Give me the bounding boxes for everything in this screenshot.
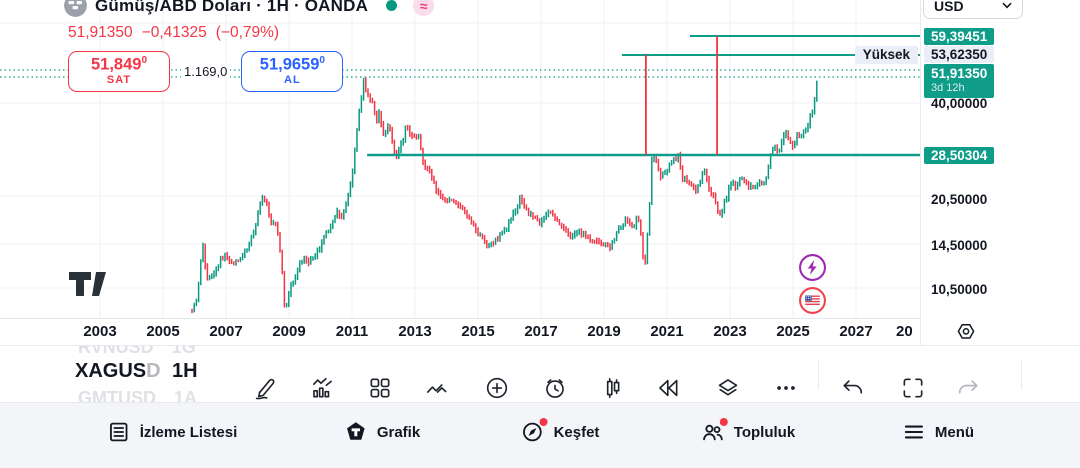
nav-item-label: Topluluk <box>733 423 796 441</box>
currency-value: USD <box>934 0 964 14</box>
symbol-picker-ghost-below: GMTUSD 1A <box>78 388 198 403</box>
time-axis-tick: 20 <box>896 323 913 340</box>
price-axis[interactable]: USD 59,39451 53,62350 51,91350 3d 12h 40,000… <box>920 0 1025 345</box>
time-axis-tick: 2025 <box>776 323 810 340</box>
currency-selector[interactable]: USD <box>923 0 1023 19</box>
draw-icon[interactable] <box>252 375 278 401</box>
price-change-row: 51,91350 −0,41325 (−0,79%) <box>68 24 279 42</box>
watchlist-icon <box>107 420 131 444</box>
price-axis-label: 28,50304 <box>924 147 995 164</box>
toolbar-interval[interactable]: 1H <box>172 360 198 382</box>
replay-icon[interactable] <box>655 375 681 401</box>
buy-button[interactable]: 51,96590 AL <box>241 51 344 92</box>
sell-button[interactable]: 51,8490 SAT <box>68 51 170 92</box>
templates-icon[interactable] <box>367 375 393 401</box>
price-axis-label: 20,50000 <box>931 192 988 207</box>
price-change: −0,41325 <box>141 24 207 41</box>
toolbar-divider <box>1021 360 1022 390</box>
fullscreen-icon[interactable] <box>900 375 926 401</box>
chart-logo-icon <box>344 420 368 444</box>
last-price: 51,91350 <box>68 24 133 41</box>
add-icon[interactable] <box>484 375 510 401</box>
spread-value: 1.169,0 <box>181 63 231 80</box>
price-axis-label: 53,62350 <box>924 46 995 63</box>
bottom-navigation: İzleme Listesi Grafik Keşfet Topluluk Menü <box>0 402 1080 468</box>
time-axis-tick: 2019 <box>587 323 621 340</box>
candles-down <box>191 77 800 314</box>
approx-data-badge-icon[interactable]: ≈ <box>413 0 435 16</box>
more-icon[interactable] <box>773 375 799 401</box>
community-icon <box>701 418 728 444</box>
chart-legend: Gümüş/ABD Doları · 1H · OANDA ≈ <box>64 0 435 17</box>
trade-buttons-row: 51,8490 SAT 1.169,0 51,96590 AL <box>68 51 344 92</box>
chevron-down-icon <box>1002 2 1012 9</box>
high-level-label: Yüksek <box>854 46 918 64</box>
price-axis-label: 59,39451 <box>924 28 995 45</box>
toolbar-divider <box>818 360 819 390</box>
indicators-icon[interactable] <box>309 375 335 401</box>
explore-icon <box>521 418 548 444</box>
price-axis-label: 14,50000 <box>931 238 988 253</box>
layers-icon[interactable] <box>715 375 741 401</box>
nav-item-label: Keşfet <box>553 423 600 441</box>
time-axis-tick: 2023 <box>713 323 747 340</box>
sell-label: SAT <box>106 74 132 87</box>
price-axis-label: 10,50000 <box>931 282 988 297</box>
market-open-dot-icon[interactable] <box>386 0 398 11</box>
time-axis-tick: 2013 <box>398 323 432 340</box>
price-axis-label: 51,91350 3d 12h <box>924 64 995 98</box>
buy-label: AL <box>284 74 301 87</box>
price-change-pct: (−0,79%) <box>215 24 280 41</box>
nav-item-menu[interactable]: Menü <box>902 420 974 444</box>
chart-toolbar: RVNUSD 1G GMTUSD 1A XAGUSD 1H <box>0 345 1080 403</box>
time-axis-tick: 2021 <box>650 323 684 340</box>
price-axis-label: 40,00000 <box>931 96 988 111</box>
menu-icon <box>902 420 926 444</box>
time-axis-tick: 2009 <box>272 323 306 340</box>
symbol-picker-ghost-above: RVNUSD 1G <box>78 345 196 357</box>
time-axis-tick: 2007 <box>209 323 243 340</box>
toolbar-symbol[interactable]: XAGUSD <box>75 360 161 382</box>
time-axis-tick: 2017 <box>524 323 558 340</box>
crypto-event-icon[interactable] <box>798 253 827 282</box>
symbol-title[interactable]: Gümüş/ABD Doları · 1H · OANDA <box>95 0 369 15</box>
time-axis[interactable]: 2003 2005 2007 2009 2011 2013 2015 2017 2019 2021… <box>0 318 1012 346</box>
time-axis-tick: 2027 <box>839 323 873 340</box>
notification-dot <box>539 418 548 426</box>
alert-icon[interactable] <box>542 375 568 401</box>
nav-item-label: Menü <box>934 423 975 441</box>
time-axis-tick: 2005 <box>146 323 180 340</box>
tradingview-watermark-icon <box>68 270 112 298</box>
nav-item-watchlist[interactable]: İzleme Listesi <box>107 420 238 444</box>
candles-up <box>193 78 818 313</box>
nav-item-chart-logo[interactable]: Grafik <box>344 420 420 444</box>
nav-item-community[interactable]: Topluluk <box>701 418 796 444</box>
time-axis-tick: 2011 <box>335 323 369 340</box>
redo-icon[interactable] <box>955 375 981 401</box>
axis-settings-gear-icon[interactable] <box>954 320 978 344</box>
time-axis-tick: 2015 <box>461 323 495 340</box>
time-axis-tick: 2003 <box>83 323 117 340</box>
economic-event-us-flag-icon[interactable] <box>798 286 827 315</box>
undo-icon[interactable] <box>840 375 866 401</box>
patterns-icon[interactable] <box>424 375 450 401</box>
notification-dot <box>719 418 728 426</box>
nav-item-label: Grafik <box>376 423 421 441</box>
bars-icon[interactable] <box>600 375 626 401</box>
silver-symbol-icon[interactable] <box>64 0 87 17</box>
nav-item-label: İzleme Listesi <box>139 423 238 441</box>
nav-item-explore[interactable]: Keşfet <box>521 418 600 444</box>
countdown-timer: 3d 12h <box>931 82 965 94</box>
